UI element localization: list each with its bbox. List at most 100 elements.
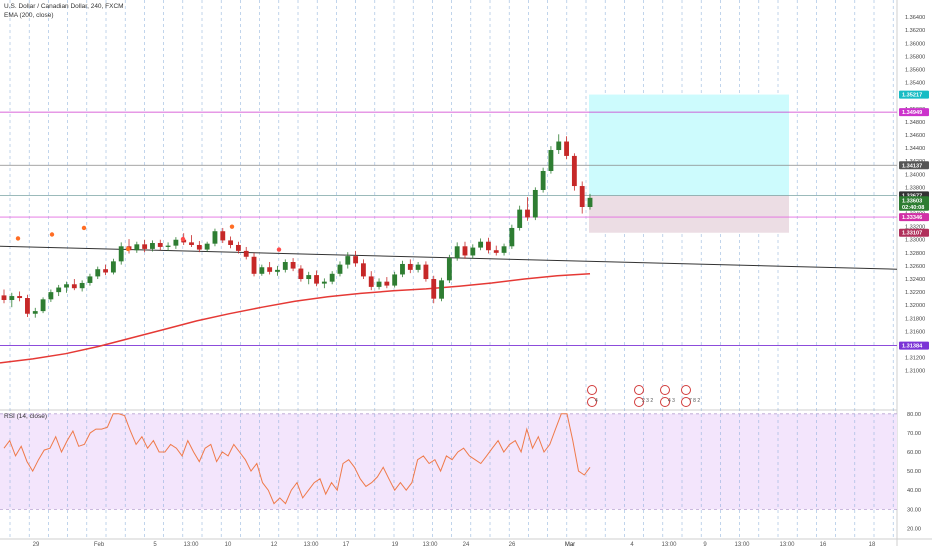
price-tick-label: 1.32000 <box>905 303 925 309</box>
time-tick-label: 5 <box>153 542 157 548</box>
price-label-text: 1.35217 <box>902 93 922 99</box>
price-tick-label: 1.34400 <box>905 146 925 152</box>
event-marker-icon <box>681 397 691 407</box>
candle-body <box>103 269 108 273</box>
time-tick-label: 19 <box>392 542 399 548</box>
candle-body <box>25 298 30 314</box>
signal-dot <box>49 232 55 237</box>
candle-body <box>110 261 116 273</box>
event-marker-icon <box>681 385 691 395</box>
price-tick-label: 1.32800 <box>905 251 925 257</box>
price-tick-label: 1.36400 <box>905 15 925 21</box>
event-marker-label: 2 3 2 <box>642 398 653 404</box>
target-zone <box>589 94 789 196</box>
event-marker-icon <box>660 397 670 407</box>
candle-body <box>314 275 319 284</box>
candle-body <box>478 241 484 248</box>
time-tick-label: 29 <box>33 542 40 548</box>
event-marker-label: 4 3 <box>668 398 675 404</box>
candle-body <box>337 264 343 274</box>
price-tick-label: 1.34800 <box>905 120 925 126</box>
price-label-box <box>899 228 929 237</box>
candle-body <box>87 276 93 283</box>
candle-body <box>282 262 288 270</box>
legend-rsi-text: RSI (14, close) <box>4 413 47 420</box>
price-tick-label: 1.31200 <box>905 356 925 362</box>
candle-body <box>142 244 148 249</box>
candle-body <box>64 284 69 288</box>
price-tick-label: 1.33000 <box>905 238 925 244</box>
candle-body <box>259 267 265 274</box>
legend-symbol-text: U.S. Dollar / Canadian Dollar, 240, FXCM <box>4 3 124 10</box>
price-tick-label: 1.31600 <box>905 329 925 335</box>
candle-body <box>17 296 23 299</box>
candle-body <box>353 256 359 264</box>
candle-body <box>235 244 241 251</box>
legend-symbol: U.S. Dollar / Canadian Dollar, 240, FXCM <box>4 3 127 10</box>
time-tick-label: 24 <box>463 542 470 548</box>
time-tick-label: Feb <box>94 542 105 548</box>
time-tick-label: 13:00 <box>661 542 677 548</box>
candle-body <box>564 141 569 156</box>
candle-body <box>470 247 476 256</box>
candle-body <box>212 231 218 244</box>
candle-body <box>118 246 124 262</box>
price-label-box <box>899 108 929 117</box>
event-marker-label: 7 8 2 <box>689 398 700 404</box>
price-label-text: 02:40:08 <box>902 205 924 211</box>
candle-body <box>376 281 382 287</box>
candle-body <box>525 209 530 218</box>
time-tick-label: 26 <box>509 542 516 548</box>
price-label-box <box>899 196 929 205</box>
price-tick-label: 1.36000 <box>905 41 925 47</box>
time-tick-label: 13:00 <box>779 542 795 548</box>
price-label-text: 1.33346 <box>902 215 922 221</box>
price-tick-label: 1.32400 <box>905 277 925 283</box>
rsi-band <box>0 413 897 510</box>
rsi-tick-label: 60.00 <box>907 450 921 456</box>
price-label-text: 1.33603 <box>902 198 922 204</box>
time-tick-label: 13:00 <box>183 542 199 548</box>
candle-body <box>134 244 140 251</box>
time-tick-label: 18 <box>869 542 876 548</box>
rsi-line <box>3 413 591 505</box>
price-tick-label: 1.34000 <box>905 172 925 178</box>
candle-body <box>173 239 179 246</box>
candle-body <box>329 273 335 282</box>
candle-body <box>56 287 62 293</box>
rsi-tick-label: 20.00 <box>907 526 921 532</box>
event-marker-icon <box>660 385 670 395</box>
legend-rsi: RSI (14, close) <box>4 413 50 420</box>
candle-body <box>1 295 7 300</box>
rsi-tick-label: 50.00 <box>907 469 921 475</box>
candle-body <box>415 264 421 270</box>
event-marker-icon <box>587 385 597 395</box>
candle-body <box>423 264 429 280</box>
price-tick-label: 1.32600 <box>905 264 925 270</box>
candle-body <box>360 263 366 277</box>
candle-body <box>486 241 491 251</box>
price-tick-label: 1.31800 <box>905 316 925 322</box>
candle-body <box>71 284 77 289</box>
price-label-text: 1.34949 <box>902 110 922 116</box>
candle-body <box>220 231 226 241</box>
candle-body <box>9 296 15 300</box>
price-label-box <box>899 161 929 170</box>
candle-body <box>392 274 398 286</box>
event-marker-icon <box>634 397 644 407</box>
ema-200-line <box>0 273 591 364</box>
price-tick-label: 1.36200 <box>905 28 925 34</box>
signal-dot <box>81 225 87 231</box>
event-marker-label: 4 <box>595 398 598 404</box>
candle-body <box>532 189 538 218</box>
event-marker-icon <box>587 397 597 407</box>
candle-body <box>368 276 374 287</box>
candle-body <box>150 243 155 249</box>
candle-body <box>439 280 444 299</box>
time-tick-label: 9 <box>703 542 707 548</box>
price-tick-label: 1.35800 <box>905 54 925 60</box>
time-tick-label: 17 <box>343 542 350 548</box>
price-tick-label: 1.33200 <box>905 225 925 231</box>
